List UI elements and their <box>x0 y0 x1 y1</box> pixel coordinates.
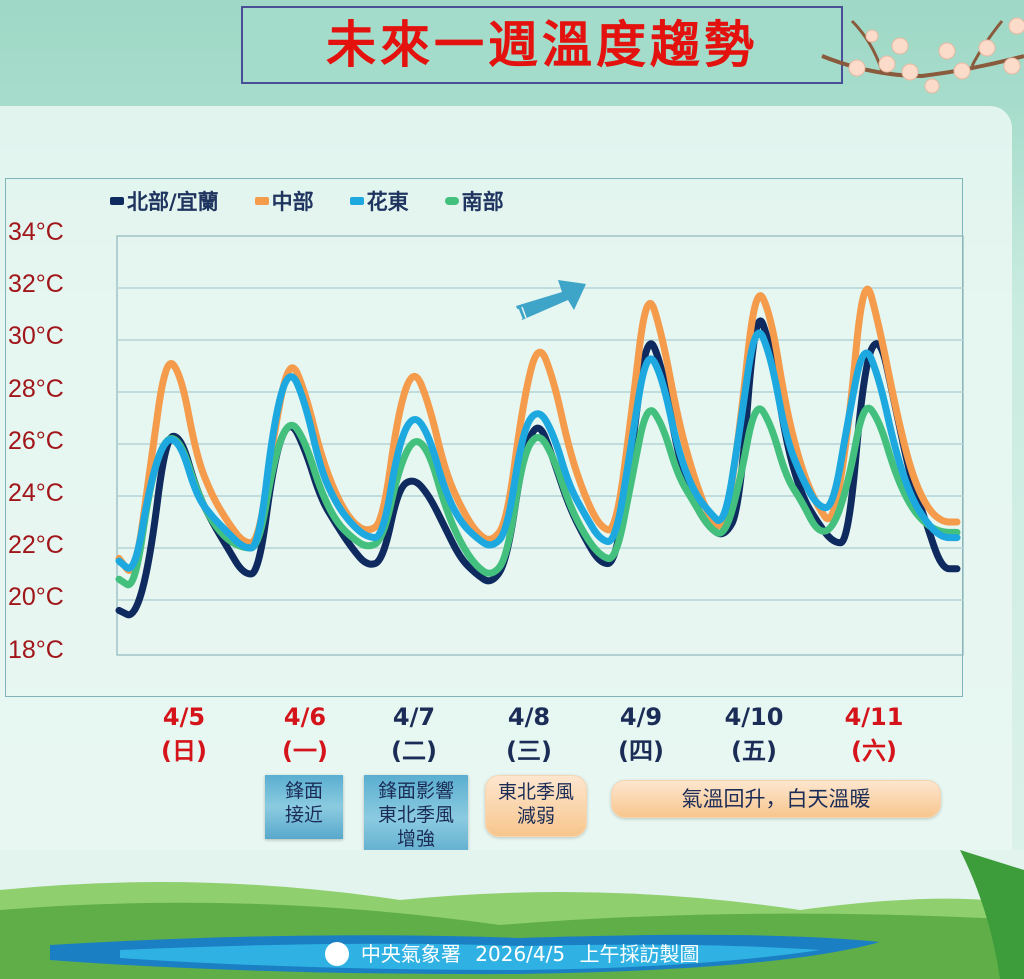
note-line: 增強 <box>396 828 435 850</box>
date: 4/11 <box>844 703 904 731</box>
footer-suffix: 上午採訪製圖 <box>579 942 700 966</box>
chart-legend: 北部/宜蘭 中部 花東 南部 <box>110 186 504 216</box>
date-label-4-6: 4/6 (一) <box>265 700 345 768</box>
weekday: (日) <box>161 737 207 765</box>
legend-label: 花東 <box>366 190 409 214</box>
weekday: (三) <box>506 737 552 765</box>
y-axis-tick-label: 34°C <box>8 218 64 246</box>
note-front-approaching: 鋒面 接近 <box>265 775 343 839</box>
title-box: 未來一週溫度趨勢 <box>241 6 843 84</box>
date: 4/8 <box>507 703 551 731</box>
date: 4/10 <box>724 703 784 731</box>
footer-credit: 中央氣象署 2026/4/5 上午採訪製圖 <box>0 941 1024 968</box>
page-title: 未來一週溫度趨勢 <box>326 16 758 74</box>
y-axis-tick-label: 30°C <box>8 322 64 351</box>
plot-area <box>116 235 964 656</box>
date-label-4-10: 4/10 (五) <box>714 700 794 768</box>
note-warming: 氣溫回升，白天溫暖 <box>611 780 941 818</box>
note-line: 鋒面影響 <box>377 780 454 802</box>
legend-label: 南部 <box>461 190 504 214</box>
date: 4/7 <box>392 703 436 731</box>
date: 4/6 <box>283 703 327 731</box>
cwa-logo-icon <box>324 941 349 966</box>
date: 4/5 <box>162 703 206 731</box>
y-axis-tick-label: 32°C <box>8 270 64 299</box>
date-label-4-9: 4/9 (四) <box>601 700 681 768</box>
weekday: (五) <box>731 737 777 765</box>
y-axis-tick-label: 18°C <box>8 635 64 664</box>
date-label-4-11: 4/11 (六) <box>834 700 914 768</box>
note-line: 減弱 <box>516 805 555 827</box>
date-label-4-5: 4/5 (日) <box>144 700 224 768</box>
date-label-4-8: 4/8 (三) <box>489 700 569 768</box>
date: 4/9 <box>619 703 663 731</box>
legend-swatch-east <box>349 197 364 205</box>
note-monsoon-weaken: 東北季風 減弱 <box>485 775 587 837</box>
note-front-monsoon-strengthen: 鋒面影響 東北季風 增強 <box>364 775 468 862</box>
legend-item-east: 花東 <box>349 186 409 216</box>
series-line-north <box>115 317 961 619</box>
cherry-blossom-decoration <box>821 17 1024 94</box>
note-line: 鋒面 <box>284 780 323 802</box>
legend-swatch-south <box>444 197 459 205</box>
landscape-decoration <box>0 850 1024 979</box>
note-line: 東北季風 <box>497 781 574 803</box>
y-axis-tick-label: 24°C <box>8 479 64 507</box>
rising-trend-arrow-icon <box>516 280 586 320</box>
note-line: 氣溫回升，白天溫暖 <box>681 787 871 811</box>
note-line: 東北季風 <box>377 804 454 826</box>
weekday: (二) <box>391 737 437 765</box>
footer-agency: 中央氣象署 <box>360 942 461 966</box>
legend-swatch-central <box>254 197 269 205</box>
legend-item-south: 南部 <box>444 186 504 216</box>
y-axis-tick-label: 26°C <box>8 426 64 455</box>
legend-item-north: 北部/宜蘭 <box>110 186 219 216</box>
y-axis-tick-label: 20°C <box>8 583 64 612</box>
weekday: (一) <box>282 737 328 765</box>
y-axis-tick-label: 22°C <box>8 531 64 560</box>
date-label-4-7: 4/7 (二) <box>374 700 454 768</box>
weekday: (六) <box>851 737 897 765</box>
legend-label: 中部 <box>271 190 314 214</box>
note-line: 接近 <box>284 804 323 826</box>
weekday: (四) <box>618 737 664 765</box>
legend-item-central: 中部 <box>254 186 314 216</box>
legend-label: 北部/宜蘭 <box>127 190 219 214</box>
y-axis-tick-label: 28°C <box>8 374 64 403</box>
series-line-east <box>115 329 961 572</box>
legend-swatch-north <box>110 197 124 205</box>
footer-date: 2026/4/5 <box>475 942 566 966</box>
